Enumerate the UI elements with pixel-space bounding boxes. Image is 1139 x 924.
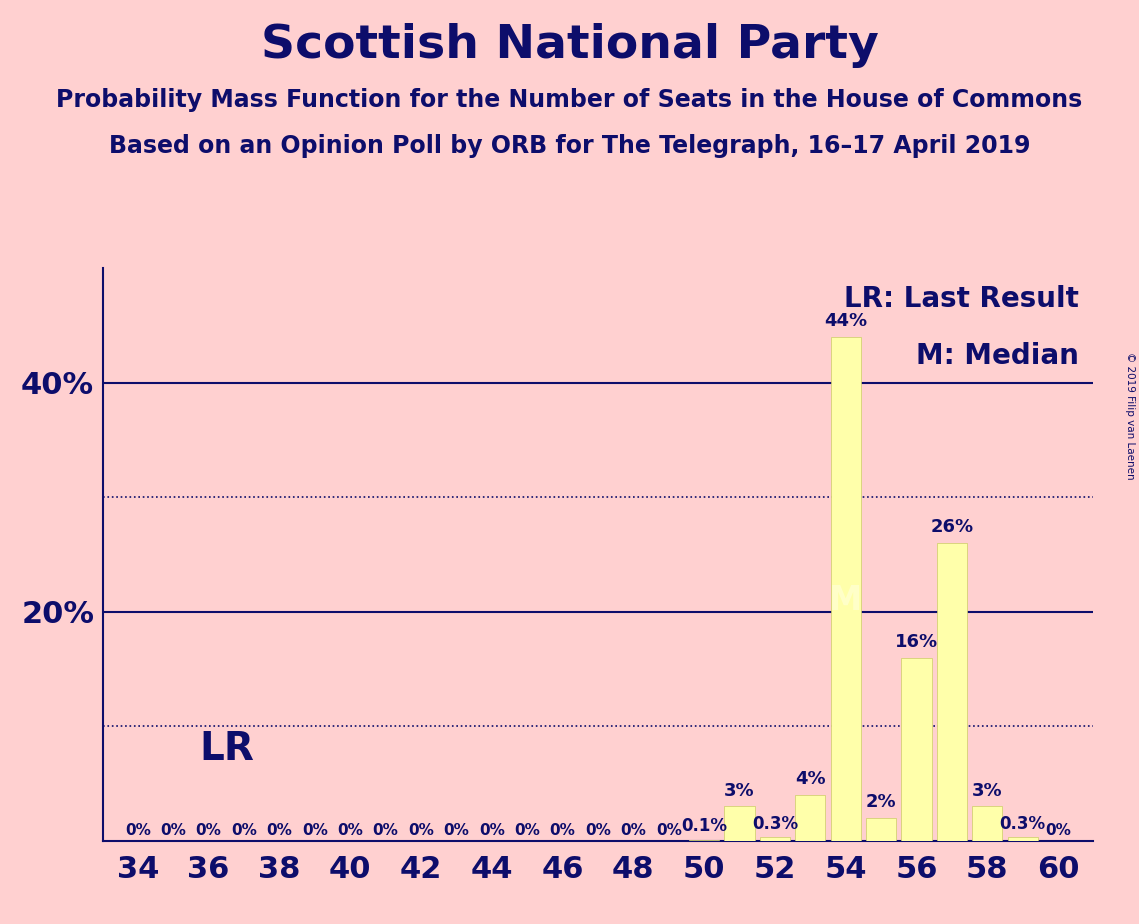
- Bar: [937, 543, 967, 841]
- Bar: [1008, 837, 1038, 841]
- Bar: [973, 807, 1002, 841]
- Text: 0%: 0%: [302, 823, 328, 838]
- Text: 0%: 0%: [196, 823, 222, 838]
- Text: LR: LR: [199, 730, 254, 768]
- Bar: [901, 658, 932, 841]
- Text: 0%: 0%: [478, 823, 505, 838]
- Bar: [760, 837, 790, 841]
- Text: 3%: 3%: [972, 782, 1002, 799]
- Text: M: M: [829, 584, 862, 616]
- Text: 0%: 0%: [443, 823, 469, 838]
- Bar: [866, 818, 896, 841]
- Text: 4%: 4%: [795, 770, 826, 788]
- Text: 26%: 26%: [931, 518, 974, 536]
- Text: 0.3%: 0.3%: [752, 815, 798, 833]
- Text: Based on an Opinion Poll by ORB for The Telegraph, 16–17 April 2019: Based on an Opinion Poll by ORB for The …: [108, 134, 1031, 158]
- Bar: [689, 840, 719, 841]
- Text: 0%: 0%: [372, 823, 399, 838]
- Text: 0.1%: 0.1%: [681, 817, 727, 835]
- Bar: [724, 807, 754, 841]
- Text: 0%: 0%: [125, 823, 150, 838]
- Text: 0%: 0%: [161, 823, 187, 838]
- Text: 16%: 16%: [895, 633, 939, 650]
- Text: 0%: 0%: [337, 823, 363, 838]
- Text: M: Median: M: Median: [916, 343, 1079, 371]
- Text: 0%: 0%: [231, 823, 257, 838]
- Text: 0%: 0%: [408, 823, 434, 838]
- Text: 44%: 44%: [825, 311, 867, 330]
- Text: 0%: 0%: [585, 823, 611, 838]
- Text: 0%: 0%: [621, 823, 646, 838]
- Text: 0%: 0%: [1046, 823, 1071, 838]
- Text: Scottish National Party: Scottish National Party: [261, 23, 878, 68]
- Text: 2%: 2%: [866, 793, 896, 811]
- Text: © 2019 Filip van Laenen: © 2019 Filip van Laenen: [1125, 352, 1134, 480]
- Text: 3%: 3%: [724, 782, 755, 799]
- Text: 0%: 0%: [267, 823, 293, 838]
- Text: LR: Last Result: LR: Last Result: [844, 286, 1079, 313]
- Text: Probability Mass Function for the Number of Seats in the House of Commons: Probability Mass Function for the Number…: [56, 88, 1083, 112]
- Bar: [795, 795, 826, 841]
- Text: 0%: 0%: [656, 823, 682, 838]
- Text: 0.3%: 0.3%: [1000, 815, 1046, 833]
- Bar: [830, 336, 861, 841]
- Text: 0%: 0%: [514, 823, 540, 838]
- Text: 0%: 0%: [550, 823, 575, 838]
